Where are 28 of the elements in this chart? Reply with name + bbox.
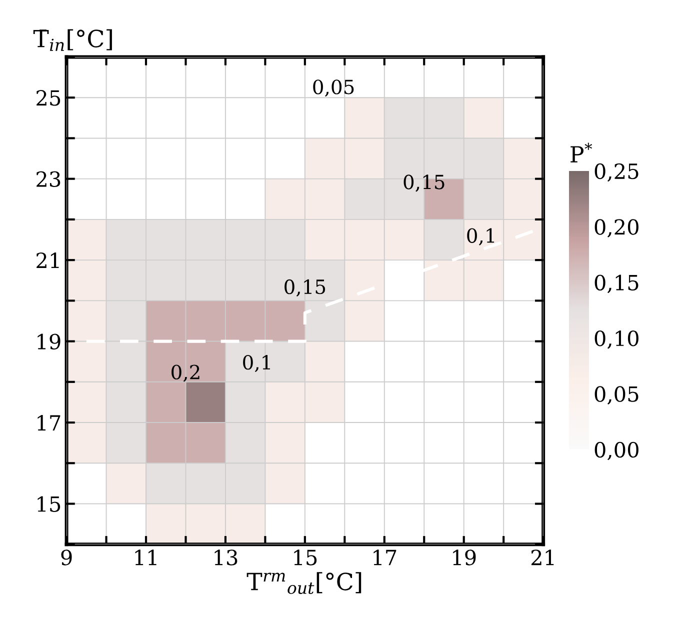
- x-tick-label: 17: [374, 550, 396, 566]
- x-tick-label: 19: [453, 550, 476, 566]
- color-bar-title: P$^{*}$: [570, 142, 592, 162]
- x-axis-title: T$^{rm}$$_{out}$[°C]: [246, 572, 362, 594]
- y-tick-label: 25: [36, 90, 60, 106]
- y-tick-label: 17: [38, 414, 60, 430]
- annotation: 0,15: [284, 279, 326, 297]
- annotation: 0,1: [467, 228, 494, 246]
- annotation: 0,15: [404, 174, 444, 192]
- x-tick-label: 9: [61, 550, 72, 566]
- color-bar-label: 0,15: [594, 274, 638, 294]
- y-tick-label: 15: [38, 496, 60, 512]
- y-tick-label: 19: [38, 334, 60, 350]
- x-tick-label: 21: [531, 550, 554, 566]
- annotation: 0,05: [313, 80, 354, 97]
- x-tick-label: 15: [294, 550, 317, 566]
- color-bar-label: 0,00: [594, 442, 638, 460]
- y-tick-label: 23: [36, 171, 60, 188]
- y-tick-label: 21: [36, 252, 59, 268]
- color-bar-label: 0,20: [594, 219, 638, 238]
- x-tick-label: 11: [135, 550, 156, 566]
- color-bar-label: 0,10: [594, 330, 638, 349]
- color-bar-label: 0,05: [594, 386, 638, 404]
- annotation: 0,2: [172, 364, 200, 382]
- y-axis-title: T̄$_{in}$[°C]: [33, 29, 112, 51]
- color-bar-label: 0,25: [594, 163, 638, 182]
- x-tick-label: 13: [214, 550, 238, 566]
- annotation: 0,1: [243, 354, 270, 372]
